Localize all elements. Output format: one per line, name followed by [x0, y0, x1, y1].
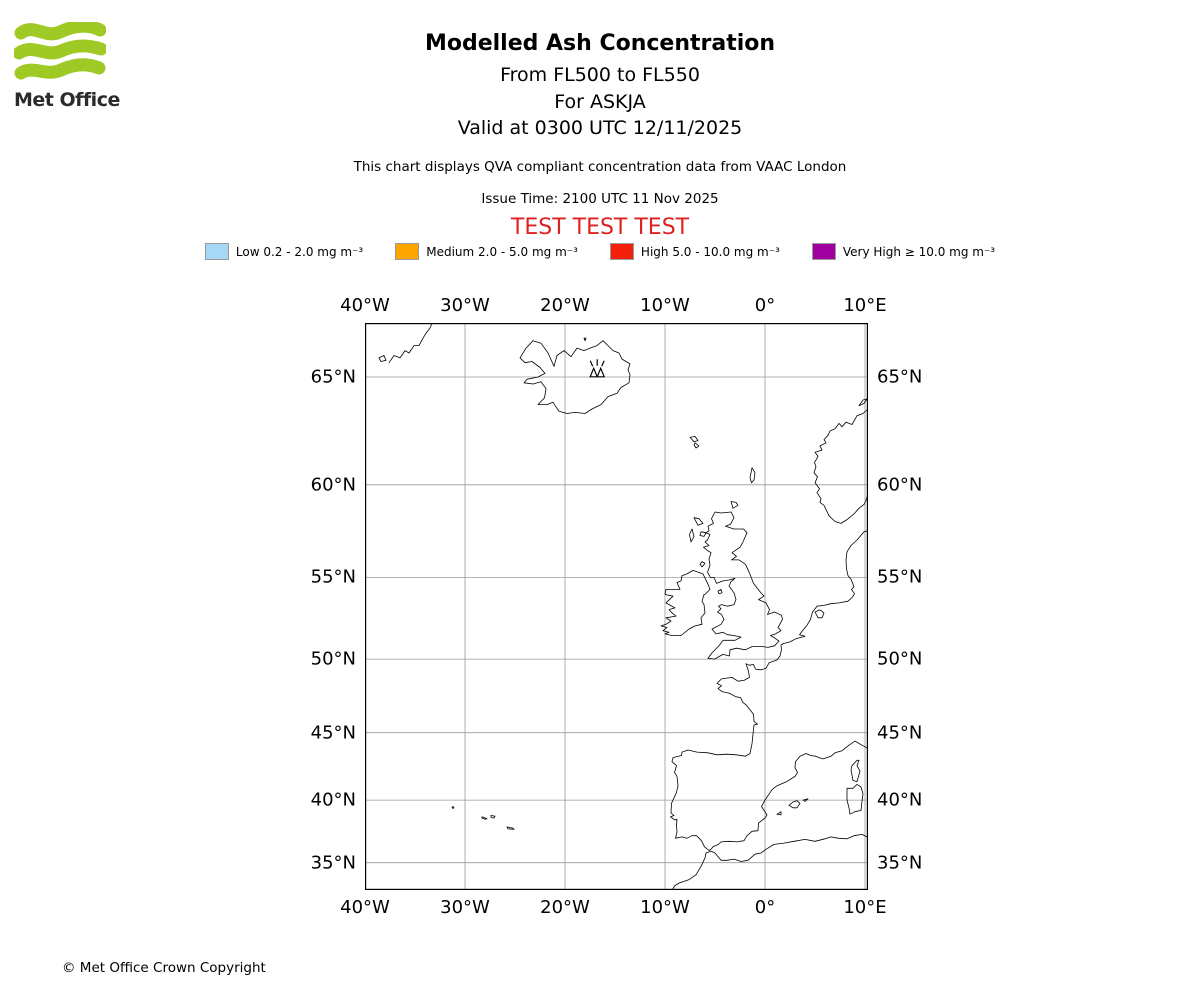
coastline-orkney [730, 501, 739, 509]
coastline-islay [699, 561, 706, 568]
volcano-name-line: For ASKJA [554, 91, 646, 113]
coastline-skye [699, 531, 707, 537]
coastline-sardinia [846, 784, 864, 815]
lon-tick-label-bottom: 10°E [843, 897, 887, 918]
lat-tick-label-left: 55°N [310, 566, 356, 588]
chart-title: Modelled Ash Concentration [424, 31, 776, 56]
legend-label-medium: Medium 2.0 - 5.0 mg m⁻³ [426, 244, 578, 259]
legend-item-high: High 5.0 - 10.0 mg m⁻³ [609, 243, 780, 260]
lon-tick-label-bottom: 10°W [640, 897, 690, 918]
lat-tick-label-left: 45°N [310, 722, 356, 744]
lat-tick-label-right: 40°N [877, 789, 923, 811]
coastline-greenland-island [378, 355, 387, 362]
lat-tick-label-left: 65°N [310, 366, 356, 388]
coastline-azores-terceira [490, 815, 496, 819]
coastline-mallorca [788, 800, 801, 809]
map-svg [365, 323, 868, 890]
legend-swatch-very-high [811, 243, 836, 260]
coastline-norway-islands [858, 398, 868, 407]
map-frame: 40°W 40°W 30°W 30°W 20°W 20°W 10°W 10°W 0° 0° 10°E… [311, 295, 923, 918]
legend-label-low: Low 0.2 - 2.0 mg m⁻³ [235, 244, 364, 259]
legend-swatch-high [609, 243, 634, 260]
lat-tick-label-right: 50°N [877, 648, 923, 670]
lon-tick-label-top: 10°W [640, 295, 690, 316]
lon-tick-label-bottom: 0° [754, 897, 776, 918]
coastline-azores-sao-miguel [506, 826, 515, 830]
valid-time-line: Valid at 0300 UTC 12/11/2025 [457, 117, 743, 139]
lon-tick-label-top: 30°W [440, 295, 490, 316]
lon-tick-label-bottom: 30°W [440, 897, 490, 918]
coastline-faroe-south [693, 442, 700, 449]
legend-item-low: Low 0.2 - 2.0 mg m⁻³ [204, 243, 364, 260]
coastline-corsica [850, 759, 861, 783]
lat-tick-label-right: 55°N [877, 566, 923, 588]
lon-tick-label-top: 20°W [540, 295, 590, 316]
legend-label-high: High 5.0 - 10.0 mg m⁻³ [640, 244, 780, 259]
met-office-waves-icon [14, 22, 106, 80]
chart-description: This chart displays QVA compliant concen… [353, 159, 847, 175]
coastline-outer-hebrides-uist [689, 528, 695, 543]
coastline-shetland [749, 467, 756, 484]
met-office-logo: Met Office [14, 22, 134, 111]
lat-tick-label-left: 40°N [310, 789, 356, 811]
coastline-greenland [388, 323, 433, 364]
legend-item-very-high: Very High ≥ 10.0 mg m⁻³ [811, 243, 996, 260]
coastline-north-africa [671, 834, 868, 890]
lat-tick-label-right: 65°N [877, 366, 923, 388]
issue-time: Issue Time: 2100 UTC 11 Nov 2025 [481, 191, 719, 207]
coastline-menorca [802, 798, 809, 802]
coastline-continental-europe [670, 530, 868, 851]
lon-tick-label-top: 0° [754, 295, 776, 316]
lat-tick-label-left: 60°N [310, 474, 356, 496]
coastline-norway [813, 408, 868, 524]
legend-item-medium: Medium 2.0 - 5.0 mg m⁻³ [395, 243, 578, 260]
coastline-azores-flores [451, 806, 455, 809]
volcano-marker [589, 359, 606, 378]
flight-level-line: From FL500 to FL550 [500, 64, 700, 86]
coastline-azores-sao-jorge [481, 816, 488, 820]
legend: Low 0.2 - 2.0 mg m⁻³ Medium 2.0 - 5.0 mg… [0, 243, 1200, 260]
lat-tick-label-left: 35°N [310, 852, 356, 874]
lon-tick-label-top: 40°W [340, 295, 390, 316]
legend-label-very-high: Very High ≥ 10.0 mg m⁻³ [842, 244, 996, 259]
copyright: © Met Office Crown Copyright [62, 960, 266, 976]
coastline-iceland [519, 340, 631, 414]
lat-tick-label-left: 50°N [310, 648, 356, 670]
legend-swatch-medium [395, 243, 420, 260]
lon-tick-label-top: 10°E [843, 295, 887, 316]
lat-tick-label-right: 35°N [877, 852, 923, 874]
coastline-ireland [660, 570, 711, 636]
coastline-grimsey [583, 337, 587, 342]
coastline-ibiza [776, 811, 782, 816]
coastline-ijsselmeer [814, 609, 825, 619]
lat-tick-label-right: 45°N [877, 722, 923, 744]
met-office-logo-text: Met Office [14, 89, 120, 111]
test-banner: TEST TEST TEST [510, 215, 690, 240]
lon-tick-label-bottom: 20°W [540, 897, 590, 918]
coastline-great-britain [703, 511, 783, 660]
coastline-faroe-north [689, 436, 699, 443]
coastline-outer-hebrides-lewis [693, 517, 704, 526]
legend-swatch-low [204, 243, 229, 260]
lon-tick-label-bottom: 40°W [340, 897, 390, 918]
lat-tick-label-right: 60°N [877, 474, 923, 496]
coastline-isle-of-man [717, 589, 723, 595]
